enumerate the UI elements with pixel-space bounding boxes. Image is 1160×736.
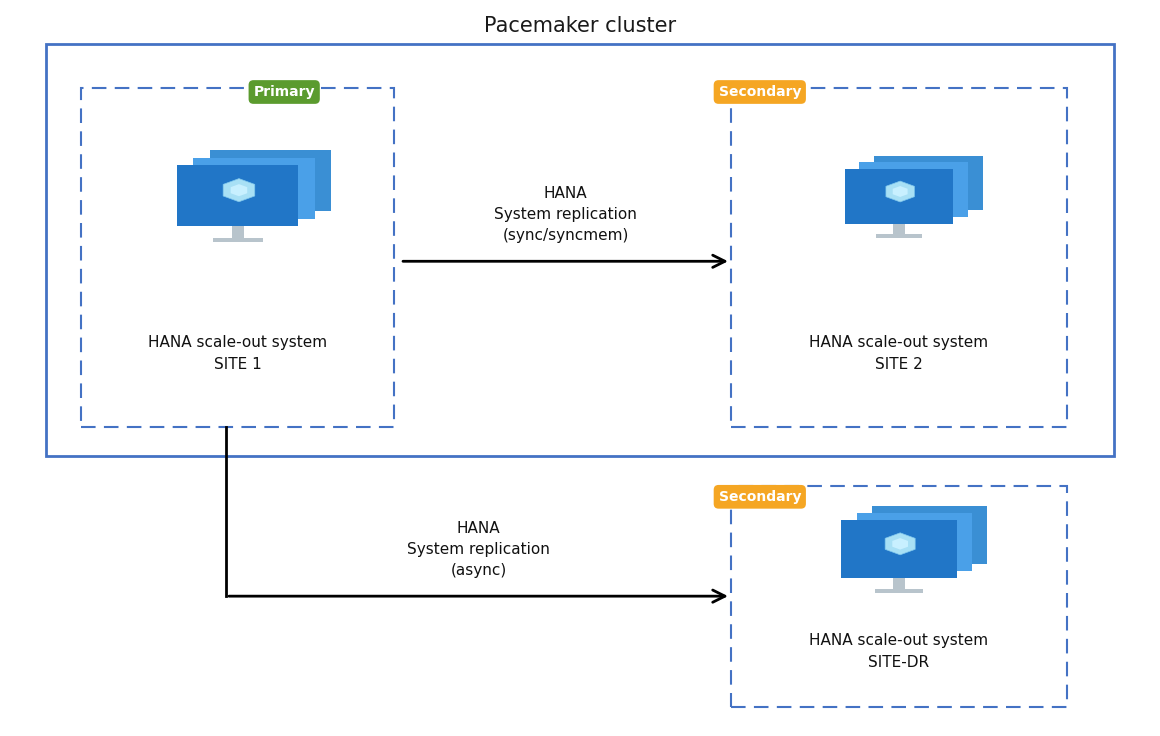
Text: HANA scale-out system
SITE 2: HANA scale-out system SITE 2 [810, 335, 988, 372]
Text: HANA
System replication
(sync/syncmem): HANA System replication (sync/syncmem) [494, 186, 637, 243]
Bar [731, 88, 1067, 427]
Bar [893, 224, 905, 234]
Text: HANA scale-out system
SITE-DR: HANA scale-out system SITE-DR [810, 633, 988, 670]
Polygon shape [223, 179, 255, 202]
Bar [232, 226, 244, 238]
Text: Primary: Primary [253, 85, 316, 99]
Bar [212, 238, 263, 242]
Bar [860, 162, 969, 217]
Bar [81, 88, 394, 427]
Bar [177, 165, 298, 226]
Bar [875, 589, 923, 593]
Text: Secondary: Secondary [718, 489, 802, 504]
Text: HANA
System replication
(async): HANA System replication (async) [407, 521, 550, 578]
Text: HANA scale-out system
SITE 1: HANA scale-out system SITE 1 [148, 335, 327, 372]
Bar [873, 155, 983, 210]
Bar [857, 513, 972, 571]
Bar [877, 234, 921, 238]
Polygon shape [892, 538, 908, 550]
Polygon shape [886, 181, 914, 202]
Bar [46, 44, 1114, 456]
Polygon shape [885, 533, 915, 555]
Bar [844, 169, 954, 224]
Text: Pacemaker cluster: Pacemaker cluster [484, 15, 676, 36]
Bar [872, 506, 987, 564]
Bar [893, 578, 905, 589]
Bar [731, 486, 1067, 707]
Polygon shape [231, 184, 247, 197]
Text: Secondary: Secondary [718, 85, 802, 99]
Bar [210, 150, 331, 211]
Bar [841, 520, 957, 578]
Bar [194, 158, 314, 219]
Polygon shape [893, 186, 907, 197]
